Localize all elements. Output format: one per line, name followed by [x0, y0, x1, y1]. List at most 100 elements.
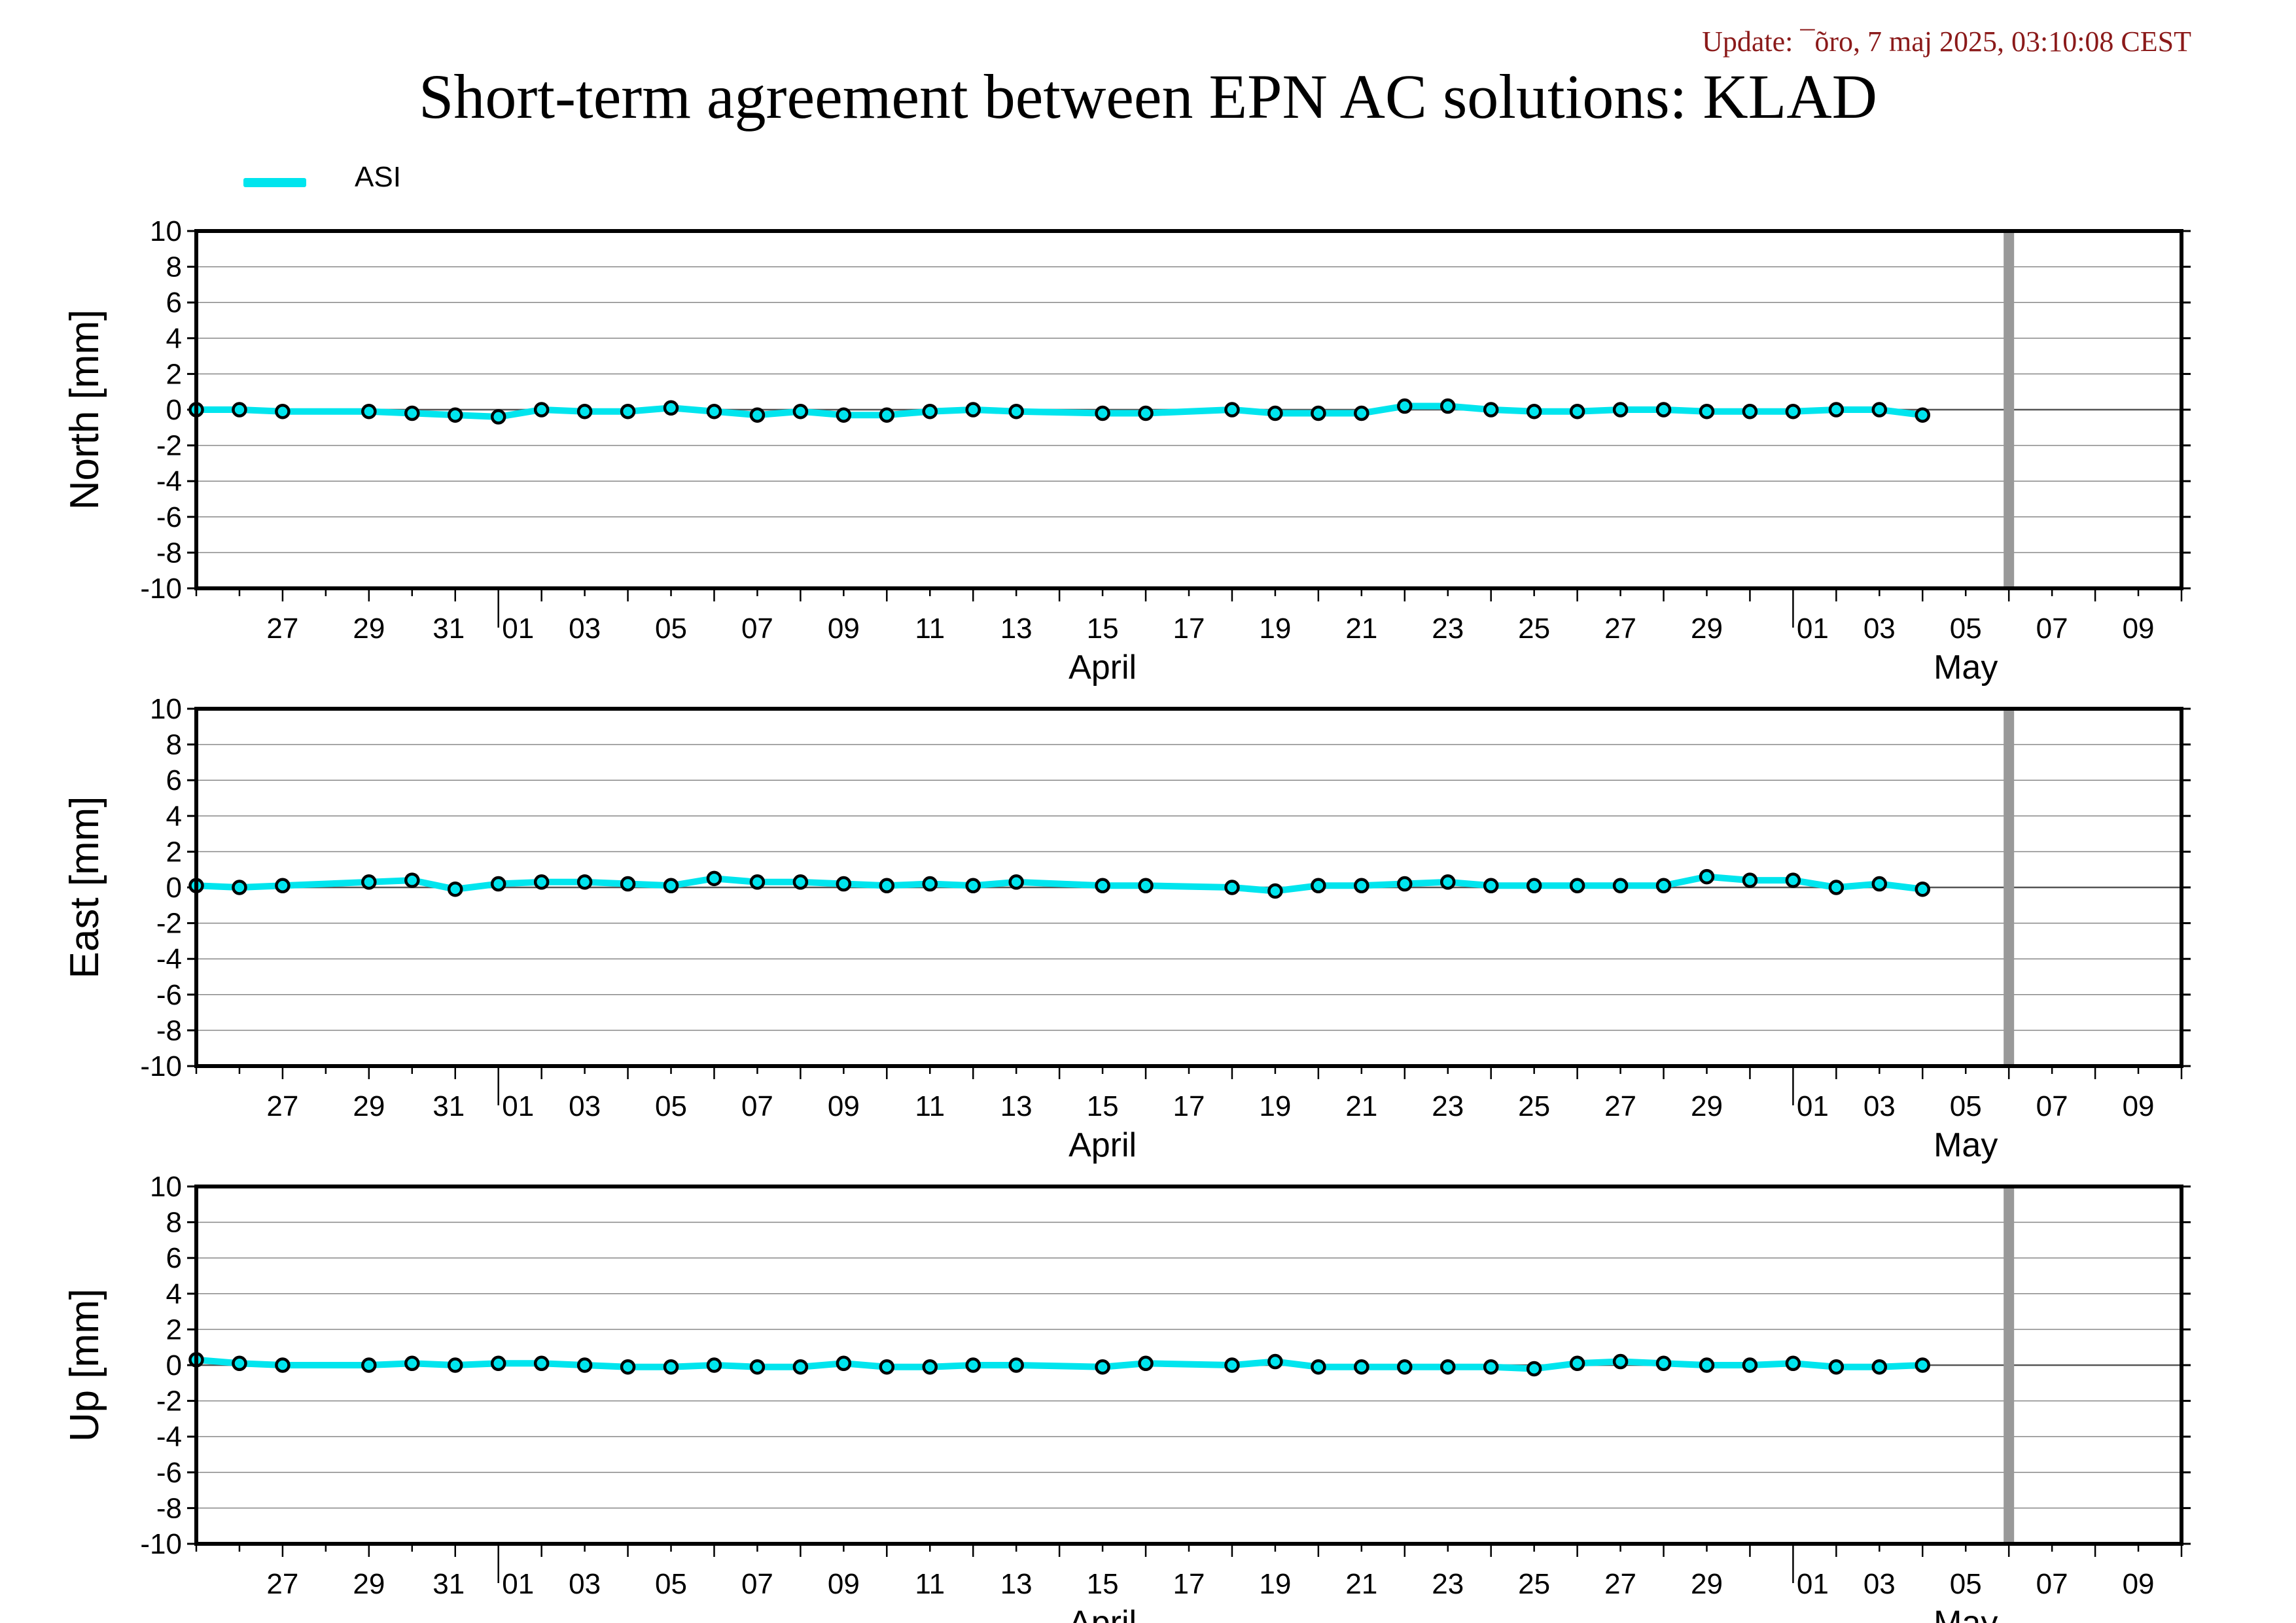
x-tick-label: 27 [266, 1568, 298, 1600]
x-tick-label: 21 [1345, 1568, 1377, 1600]
month-label: May [1934, 1126, 1998, 1164]
x-tick-label: 07 [741, 1090, 773, 1122]
x-tick-label: 21 [1345, 613, 1377, 645]
data-point [361, 403, 377, 419]
data-point [706, 403, 722, 419]
x-tick-label: 29 [353, 1568, 385, 1600]
data-point [1828, 1359, 1845, 1375]
x-tick-label: 09 [828, 613, 860, 645]
data-point [749, 407, 766, 423]
y-tick-label: 4 [166, 800, 182, 832]
data-point [1095, 405, 1110, 421]
data-point [275, 878, 291, 894]
x-tick-label: 13 [1000, 613, 1033, 645]
data-point [447, 1357, 463, 1373]
data-point [1267, 405, 1283, 421]
data-point [1612, 1353, 1629, 1370]
data-point [1138, 405, 1154, 421]
y-tick-label: 0 [166, 394, 182, 426]
y-tick-label: 10 [150, 693, 182, 725]
x-tick-label: 21 [1345, 1090, 1377, 1122]
x-tick-label: 11 [915, 1568, 945, 1600]
data-point [1224, 1357, 1240, 1373]
data-point [1526, 1361, 1542, 1377]
data-point [1354, 405, 1369, 421]
data-point [275, 403, 291, 419]
data-point [879, 1359, 895, 1375]
x-tick-label: 01 [502, 1568, 534, 1600]
data-point [620, 403, 636, 419]
data-point [404, 1355, 420, 1372]
data-point [1612, 402, 1629, 418]
data-point [922, 876, 938, 892]
x-tick-label: 29 [1691, 1090, 1723, 1122]
x-tick-label: 29 [353, 613, 385, 645]
data-point [749, 1359, 766, 1375]
data-point [1526, 878, 1542, 894]
x-tick-label: 03 [1863, 1568, 1896, 1600]
data-point [447, 881, 463, 897]
x-tick-label: 17 [1173, 1568, 1205, 1600]
x-tick-label: 13 [1000, 1090, 1033, 1122]
data-point [1008, 874, 1024, 890]
x-tick-label: 19 [1259, 1568, 1291, 1600]
y-axis-label: North [mm] [62, 310, 107, 510]
y-tick-label: -10 [140, 1050, 182, 1082]
month-label: April [1069, 1604, 1137, 1623]
plot-frame [194, 229, 2183, 590]
data-point [965, 878, 981, 894]
y-tick-label: 6 [166, 764, 182, 796]
data-point [1267, 1353, 1283, 1370]
x-tick-label: 03 [569, 613, 601, 645]
data-point [1612, 878, 1629, 894]
x-tick-label: 29 [1691, 1568, 1723, 1600]
y-tick-label: -2 [156, 430, 182, 462]
x-tick-label: 13 [1000, 1568, 1033, 1600]
data-point [1526, 403, 1542, 419]
data-point [1569, 878, 1585, 894]
x-tick-label: 17 [1173, 1090, 1205, 1122]
data-point [490, 409, 506, 425]
data-point [663, 1359, 679, 1375]
x-tick-label: 09 [828, 1568, 860, 1600]
data-point [1138, 1355, 1154, 1372]
x-tick-label: 05 [1950, 1090, 1982, 1122]
x-tick-label: 05 [1950, 1568, 1982, 1600]
x-tick-label: 29 [1691, 613, 1723, 645]
x-tick-label: 19 [1259, 613, 1291, 645]
x-tick-label: 27 [1604, 613, 1636, 645]
x-tick-label: 15 [1087, 1568, 1119, 1600]
data-point [1785, 403, 1801, 419]
plot-frame [194, 707, 2183, 1068]
data-point [1483, 878, 1499, 894]
y-tick-label: 10 [150, 215, 182, 247]
x-tick-label: 01 [502, 1090, 534, 1122]
data-point [1915, 407, 1931, 423]
data-point [663, 878, 679, 894]
y-tick-label: 0 [166, 1349, 182, 1382]
month-label: May [1934, 649, 1998, 687]
data-point [836, 1355, 852, 1372]
data-point [1871, 402, 1888, 418]
x-tick-label: 23 [1432, 1568, 1464, 1600]
x-tick-label: 09 [2123, 1090, 2155, 1122]
month-label: April [1069, 649, 1137, 687]
x-tick-label: 05 [1950, 613, 1982, 645]
data-point [1397, 1359, 1413, 1375]
data-point [836, 876, 852, 892]
data-point [879, 878, 895, 894]
month-label: April [1069, 1126, 1137, 1164]
data-point [404, 872, 420, 888]
plot-frame [194, 1185, 2183, 1546]
x-tick-label: 05 [655, 1090, 687, 1122]
data-point [1311, 878, 1326, 894]
data-point [1439, 1359, 1456, 1375]
data-point [620, 876, 636, 892]
x-tick-label: 31 [433, 1090, 465, 1122]
data-point [1742, 1357, 1758, 1373]
x-tick-label: 19 [1259, 1090, 1291, 1122]
data-point [1569, 1355, 1585, 1372]
data-point [1785, 1355, 1801, 1372]
